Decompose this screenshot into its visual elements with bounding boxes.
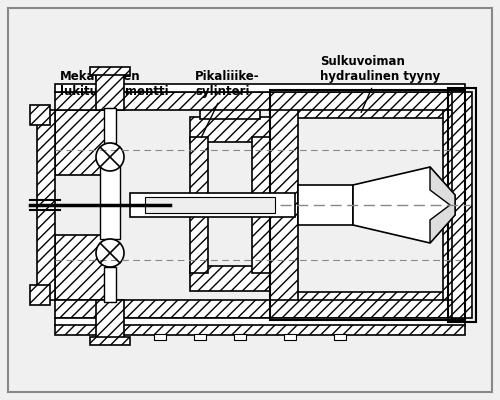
- Bar: [234, 334, 246, 340]
- Bar: [55, 325, 465, 335]
- Bar: [90, 67, 130, 75]
- Text: Mekaaninen
lukituselementti: Mekaaninen lukituselementti: [60, 70, 168, 98]
- Text: Pikaliiike-
sylinteri: Pikaliiike- sylinteri: [195, 70, 260, 138]
- Bar: [334, 334, 346, 340]
- Bar: [270, 90, 465, 320]
- Bar: [100, 157, 120, 239]
- Bar: [200, 107, 260, 119]
- Bar: [284, 334, 296, 340]
- Bar: [30, 285, 50, 305]
- Bar: [252, 137, 270, 273]
- Bar: [190, 266, 270, 291]
- Bar: [96, 72, 124, 110]
- Bar: [55, 318, 465, 326]
- Bar: [90, 337, 130, 345]
- Bar: [130, 193, 295, 217]
- Bar: [55, 110, 115, 175]
- Bar: [270, 292, 465, 320]
- Bar: [270, 90, 465, 118]
- Bar: [190, 137, 208, 273]
- Bar: [37, 110, 55, 300]
- Bar: [270, 90, 298, 320]
- Polygon shape: [430, 167, 455, 243]
- Bar: [104, 108, 116, 143]
- Bar: [298, 185, 353, 225]
- Bar: [190, 117, 270, 142]
- Bar: [55, 235, 115, 300]
- Bar: [96, 300, 124, 338]
- Circle shape: [96, 239, 124, 267]
- Bar: [194, 334, 206, 340]
- Circle shape: [96, 143, 124, 171]
- Bar: [104, 267, 116, 302]
- Bar: [145, 197, 275, 213]
- Bar: [443, 90, 465, 320]
- Bar: [55, 84, 465, 92]
- Bar: [55, 92, 465, 110]
- Bar: [448, 88, 476, 322]
- Bar: [154, 334, 166, 340]
- Bar: [30, 105, 50, 125]
- Polygon shape: [353, 167, 455, 243]
- Text: Sulkuvoiman
hydraulinen tyyny: Sulkuvoiman hydraulinen tyyny: [320, 55, 440, 112]
- Bar: [55, 300, 465, 318]
- Bar: [452, 92, 472, 318]
